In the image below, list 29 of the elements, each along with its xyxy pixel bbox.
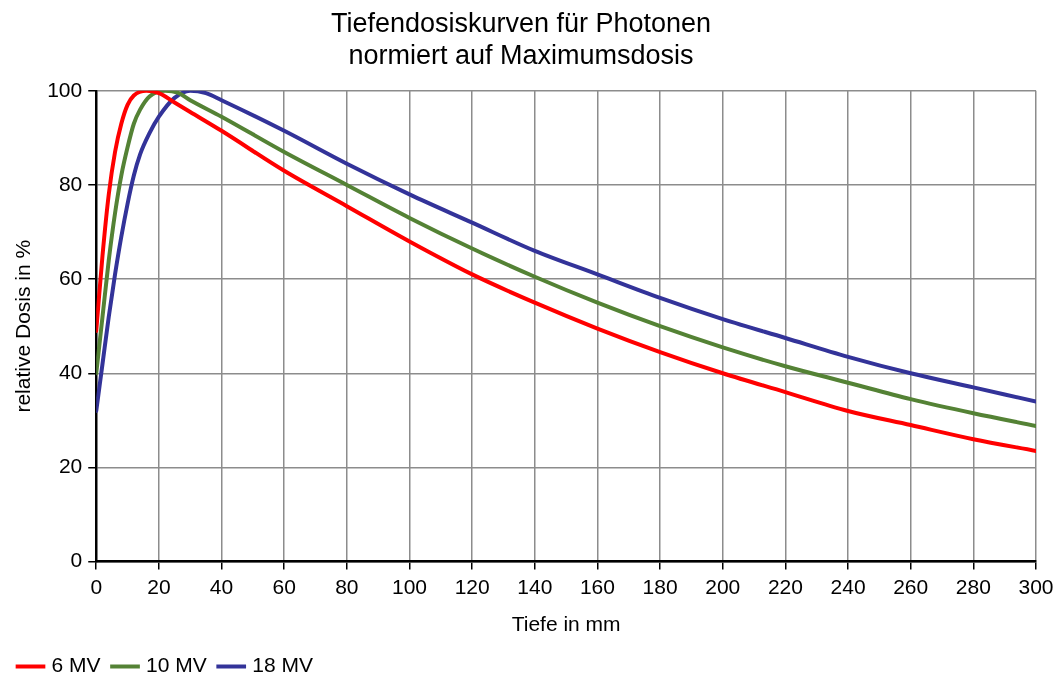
legend-label: 6 MV [51, 653, 101, 677]
legend-label: 18 MV [252, 653, 313, 677]
y-tick-label: 80 [58, 171, 83, 195]
x-tick-label: 0 [90, 575, 103, 598]
y-tick-label: 40 [58, 360, 83, 384]
x-tick-label: 200 [705, 575, 741, 598]
text: normiert auf Maximumsdosis [348, 40, 694, 71]
legend-label: 10 MV [146, 653, 207, 677]
y-axis-title: relative Dosis in % [11, 239, 35, 413]
x-tick-label: 40 [209, 575, 234, 598]
y-tick-label: 0 [70, 548, 83, 572]
x-tick-label: 300 [1018, 575, 1054, 598]
x-tick-label: 120 [454, 575, 490, 598]
x-tick-label: 240 [830, 575, 866, 598]
x-tick-label: 100 [391, 575, 428, 598]
x-tick-label: 140 [517, 575, 553, 598]
x-tick-label: 180 [642, 575, 678, 598]
x-tick-label: 80 [335, 575, 359, 598]
y-tick-label: 20 [58, 454, 83, 478]
x-tick-label: 280 [955, 575, 991, 598]
x-axis-title: Tiefe in mm [511, 612, 621, 636]
x-tick-label: 60 [272, 575, 296, 598]
x-tick-label: 20 [147, 575, 171, 598]
y-tick-label: 100 [47, 77, 83, 101]
x-tick-label: 260 [893, 575, 929, 598]
y-tick-label: 60 [58, 265, 83, 289]
x-tick-label: 160 [579, 575, 615, 598]
x-tick-label: 220 [767, 575, 803, 598]
text: Tiefendosiskurven für Photonen [330, 7, 712, 38]
